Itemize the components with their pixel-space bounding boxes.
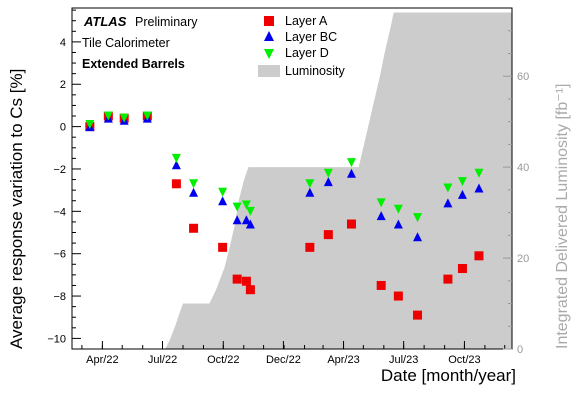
point-layer-d (474, 168, 484, 178)
y2-tick-label: 20 (517, 253, 529, 265)
point-layer-bc (413, 232, 423, 242)
y-tick-label: 4 (60, 37, 66, 49)
point-layer-a (171, 179, 181, 189)
point-layer-bc (323, 177, 333, 187)
annotation-line3: Extended Barrels (82, 57, 185, 71)
point-layer-d (413, 213, 423, 223)
legend-marker-luminosity (258, 65, 280, 77)
y-tick-label: 0 (60, 122, 66, 134)
plot-frame (71, 7, 513, 350)
point-layer-d (245, 206, 255, 216)
point-layer-bc (232, 215, 242, 225)
y-tick-label: 2 (60, 79, 66, 91)
point-layer-d (346, 158, 356, 168)
point-layer-d (103, 111, 113, 121)
point-layer-bc (376, 211, 386, 221)
point-layer-a (457, 264, 467, 274)
y-tick-label: −8 (53, 291, 66, 303)
y-axis-ticks: −10 −8 −6 −4 −2 0 2 4 (47, 9, 81, 350)
point-layer-d (241, 200, 251, 210)
point-layer-d (142, 111, 152, 121)
point-layer-a (189, 223, 199, 233)
point-layer-a (346, 219, 356, 229)
point-layer-d (119, 113, 129, 123)
point-layer-a (413, 310, 423, 320)
point-layer-bc (305, 187, 315, 197)
point-layer-bc (393, 219, 403, 229)
luminosity-area-layer (165, 12, 512, 349)
point-layer-a (376, 280, 386, 290)
x-tick-label: Oct/23 (448, 354, 480, 366)
point-layer-d (323, 168, 333, 178)
x-tick-label: Oct/22 (207, 354, 239, 366)
point-layer-a (241, 276, 251, 286)
point-layer-d (232, 202, 242, 212)
x-axis-ticks: Apr/22 Jul/22 Oct/22 Dec/22 Apr/23 Jul/23 Oct/… (81, 341, 506, 366)
legend: Layer A Layer BC Layer D Luminosity (258, 14, 345, 78)
point-layer-d (457, 177, 467, 187)
point-layer-d (85, 119, 95, 129)
x-tick-label: Jul/23 (389, 354, 418, 366)
point-layer-d (393, 204, 403, 214)
point-layer-bc (443, 198, 453, 208)
point-layer-bc (245, 219, 255, 229)
point-layer-bc (241, 215, 251, 225)
data-points-layer (85, 111, 484, 320)
legend-marker-layer-a (264, 16, 274, 26)
y2-axis-ticks: 0 20 40 60 (503, 30, 529, 356)
legend-marker-layer-d (264, 49, 274, 59)
point-layer-a (323, 230, 333, 240)
point-layer-bc (189, 187, 199, 197)
y-tick-label: −4 (53, 206, 66, 218)
point-layer-a (245, 285, 255, 295)
y2-tick-label: 60 (517, 71, 529, 83)
point-layer-d (218, 187, 228, 197)
point-layer-bc (474, 183, 484, 193)
point-layer-d (171, 153, 181, 163)
point-layer-bc (346, 168, 356, 178)
point-layer-d (443, 183, 453, 193)
y-tick-label: −10 (47, 333, 66, 345)
annotation-atlas: ATLAS (83, 14, 127, 29)
y2-tick-label: 0 (517, 344, 523, 356)
y2-axis-title: Integrated Delivered Luminosity [fb⁻¹] (554, 84, 571, 349)
y-axis-title: Average response variation to Cs [%] (7, 69, 26, 349)
luminosity-area (165, 12, 512, 349)
point-layer-bc (171, 160, 181, 170)
point-layer-bc (457, 189, 467, 199)
point-layer-a (393, 291, 403, 301)
legend-marker-layer-bc (264, 31, 274, 41)
point-layer-d (305, 179, 315, 189)
y2-tick-label: 40 (517, 162, 529, 174)
point-layer-d (376, 198, 386, 208)
point-layer-bc (218, 196, 228, 206)
point-layer-a (443, 274, 453, 284)
point-layer-a (232, 274, 242, 284)
point-layer-a (305, 242, 315, 252)
x-axis-title: Date [month/year] (381, 366, 516, 385)
annotation-line2: Tile Calorimeter (82, 36, 170, 50)
legend-label-layer-bc: Layer BC (285, 30, 337, 44)
y-tick-label: −6 (53, 249, 66, 261)
point-layer-a (218, 242, 228, 252)
annotation-preliminary: Preliminary (135, 15, 198, 29)
legend-label-luminosity: Luminosity (285, 64, 345, 78)
x-tick-label: Dec/22 (266, 354, 301, 366)
legend-label-layer-a: Layer A (285, 14, 328, 28)
x-tick-label: Apr/22 (86, 354, 118, 366)
x-tick-label: Apr/23 (327, 354, 359, 366)
point-layer-d (189, 179, 199, 189)
legend-label-layer-d: Layer D (285, 46, 329, 60)
y-tick-label: −2 (53, 164, 66, 176)
point-layer-a (474, 251, 484, 261)
x-tick-label: Jul/22 (148, 354, 177, 366)
